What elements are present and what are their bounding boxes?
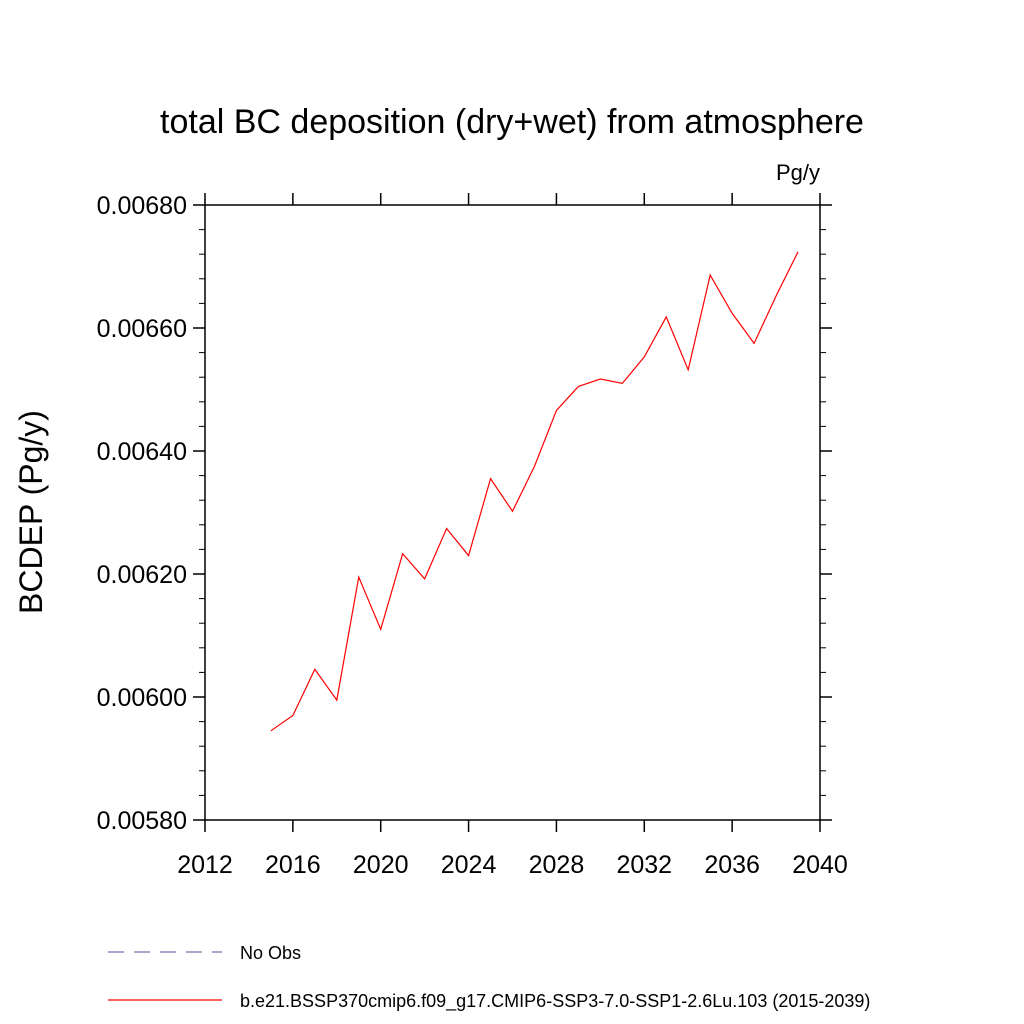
- y-tick-label: 0.00620: [97, 561, 187, 589]
- x-tick-label: 2024: [441, 851, 497, 879]
- x-tick-label: 2012: [177, 851, 233, 879]
- y-tick-labels: 0.00580 0.00600 0.00620 0.00640 0.00660 0.006…: [97, 192, 187, 835]
- x-tick-label: 2028: [529, 851, 585, 879]
- x-tick-label: 2020: [353, 851, 409, 879]
- x-tick-label: 2036: [704, 851, 760, 879]
- y-tick-label: 0.00680: [97, 192, 187, 220]
- series-line-1: [270, 251, 799, 732]
- chart-title: total BC deposition (dry+wet) from atmos…: [160, 103, 864, 141]
- y-tick-label: 0.00580: [97, 807, 187, 835]
- series-lines: [270, 251, 799, 732]
- y-tick-label: 0.00660: [97, 315, 187, 343]
- legend-label-model-run: b.e21.BSSP370cmip6.f09_g17.CMIP6-SSP3-7.…: [240, 991, 870, 1012]
- y-axis-label: BCDEP (Pg/y): [13, 410, 49, 614]
- legend: No Obs b.e21.BSSP370cmip6.f09_g17.CMIP6-…: [108, 943, 870, 1012]
- plot-frame: [204, 204, 821, 821]
- axis-ticks: [193, 193, 832, 832]
- units-label: Pg/y: [776, 160, 820, 185]
- legend-label-no-obs: No Obs: [240, 943, 301, 963]
- x-tick-label: 2032: [616, 851, 672, 879]
- y-tick-label: 0.00600: [97, 684, 187, 712]
- y-tick-label: 0.00640: [97, 438, 187, 466]
- x-tick-label: 2016: [265, 851, 321, 879]
- x-tick-label: 2040: [792, 851, 848, 879]
- x-tick-labels: 2012 2016 2020 2024 2028 2032 2036 2040: [177, 851, 848, 879]
